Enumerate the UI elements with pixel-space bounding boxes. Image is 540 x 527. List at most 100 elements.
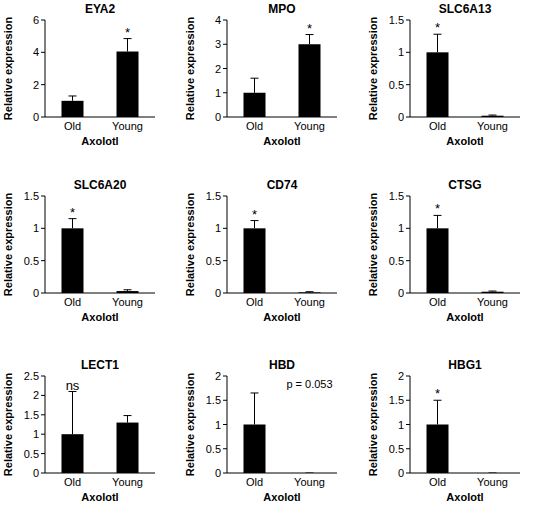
- error-bar: [489, 115, 497, 117]
- y-tick: [223, 260, 227, 261]
- y-tick: [41, 84, 45, 85]
- error-bar: [306, 291, 314, 293]
- error-bar: [251, 78, 259, 93]
- y-tick-label: 0: [398, 111, 404, 123]
- y-tick: [223, 228, 227, 229]
- bar: [482, 116, 504, 117]
- marks: [427, 34, 504, 117]
- error-cap: [489, 291, 497, 292]
- error-line: [127, 39, 128, 52]
- title: MPO: [268, 2, 295, 16]
- panel: MPORelative expression01234OldYoungAxolo…: [184, 2, 337, 147]
- title: EYA2: [85, 2, 116, 16]
- y-tick-label: 2: [33, 79, 39, 91]
- y-tick-label: 1: [398, 46, 404, 58]
- title: HBG1: [448, 358, 482, 372]
- y-tick: [41, 434, 45, 435]
- y-tick: [406, 473, 410, 474]
- error-cap: [124, 415, 132, 416]
- y-tick: [406, 196, 410, 197]
- error-bar: [69, 392, 77, 435]
- y-tick-label: 1: [398, 419, 404, 431]
- y-tick-label: 0.5: [24, 448, 39, 460]
- x-tick-label: Young: [294, 296, 325, 308]
- y-label: Relative expression: [367, 373, 379, 477]
- y-tick: [223, 196, 227, 197]
- x-tick-label: Old: [64, 296, 81, 308]
- x-tick-label: Young: [112, 296, 143, 308]
- error-bar: [69, 219, 77, 229]
- y-tick: [223, 44, 227, 45]
- y-tick-label: 1: [33, 428, 39, 440]
- x-tick-label: Old: [429, 476, 446, 488]
- bar: [117, 52, 139, 117]
- y-tick-label: 1.5: [389, 14, 404, 26]
- bar: [117, 423, 139, 473]
- y-axis: [410, 196, 411, 293]
- x-tick-label: Young: [477, 476, 508, 488]
- panel: CTSGRelative expression00.511.5OldYoungA…: [367, 178, 520, 323]
- y-tick-label: 2.5: [24, 370, 39, 382]
- error-bar: [434, 215, 442, 228]
- y-tick: [223, 293, 227, 294]
- y-tick: [223, 448, 227, 449]
- y-axis: [227, 376, 228, 473]
- error-line: [437, 215, 438, 228]
- y-tick: [41, 395, 45, 396]
- error-bar: [306, 473, 314, 474]
- marks: [244, 221, 321, 293]
- x-tick-label: Young: [294, 120, 325, 132]
- y-tick-label: 0.5: [389, 255, 404, 267]
- error-cap: [251, 78, 259, 79]
- y-tick-label: 2: [33, 389, 39, 401]
- y-tick-label: 1: [215, 87, 221, 99]
- error-bar: [489, 291, 497, 293]
- panel: HBDRelative expression00.511.52OldYoungA…: [184, 358, 337, 503]
- annotation: *: [70, 205, 75, 220]
- y-axis: [410, 20, 411, 117]
- bar: [244, 93, 266, 117]
- y-tick-label: 0: [33, 287, 39, 299]
- y-tick: [223, 92, 227, 93]
- y-tick: [41, 196, 45, 197]
- marks: [427, 400, 497, 473]
- x-label: Axolotl: [81, 135, 118, 147]
- error-bar: [124, 290, 132, 291]
- y-tick: [41, 52, 45, 53]
- marks: [62, 39, 139, 117]
- y-tick-label: 1.5: [389, 190, 404, 202]
- y-tick-label: 0.5: [206, 255, 221, 267]
- x-tick-label: Young: [112, 120, 143, 132]
- marks: [62, 219, 139, 293]
- error-bar: [306, 35, 314, 45]
- error-bar: [251, 393, 259, 425]
- title: CD74: [267, 178, 298, 192]
- bar: [62, 434, 84, 473]
- error-cap: [489, 115, 497, 116]
- x-label: Axolotl: [263, 135, 300, 147]
- y-tick: [41, 117, 45, 118]
- bar: [427, 425, 449, 474]
- annotation: *: [252, 207, 257, 222]
- bar: [62, 228, 84, 293]
- error-line: [254, 78, 255, 93]
- y-tick: [223, 400, 227, 401]
- error-line: [437, 34, 438, 52]
- y-tick: [406, 293, 410, 294]
- y-tick-label: 3: [215, 38, 221, 50]
- y-tick-label: 0: [215, 111, 221, 123]
- y-tick: [406, 376, 410, 377]
- x-label: Axolotl: [446, 135, 483, 147]
- y-label: Relative expression: [367, 193, 379, 297]
- title: HBD: [269, 358, 295, 372]
- panel: SLC6A13Relative expression00.511.5OldYou…: [367, 2, 520, 147]
- annotation: *: [307, 21, 312, 36]
- title: SLC6A20: [74, 178, 127, 192]
- x-tick-label: Old: [246, 296, 263, 308]
- x-label: Axolotl: [263, 311, 300, 323]
- x-tick-label: Old: [64, 120, 81, 132]
- y-tick-label: 4: [215, 14, 221, 26]
- title: CTSG: [448, 178, 481, 192]
- y-tick-label: 0.5: [389, 79, 404, 91]
- y-tick-label: 0: [398, 287, 404, 299]
